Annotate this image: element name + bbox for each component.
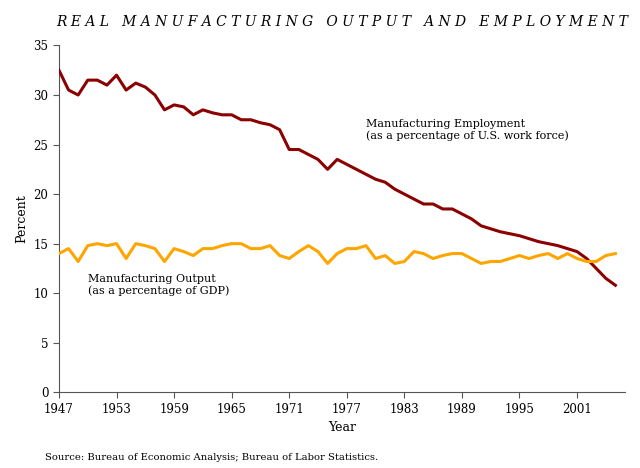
Y-axis label: Percent: Percent xyxy=(15,195,28,243)
Text: Manufacturing Employment
(as a percentage of U.S. work force): Manufacturing Employment (as a percentag… xyxy=(366,118,569,141)
Text: Source: Bureau of Economic Analysis; Bureau of Labor Statistics.: Source: Bureau of Economic Analysis; Bur… xyxy=(45,453,378,462)
X-axis label: Year: Year xyxy=(328,421,356,434)
Text: Manufacturing Output
(as a percentage of GDP): Manufacturing Output (as a percentage of… xyxy=(88,274,229,296)
Title: R E A L   M A N U F A C T U R I N G   O U T P U T   A N D   E M P L O Y M E N T: R E A L M A N U F A C T U R I N G O U T … xyxy=(56,15,628,29)
